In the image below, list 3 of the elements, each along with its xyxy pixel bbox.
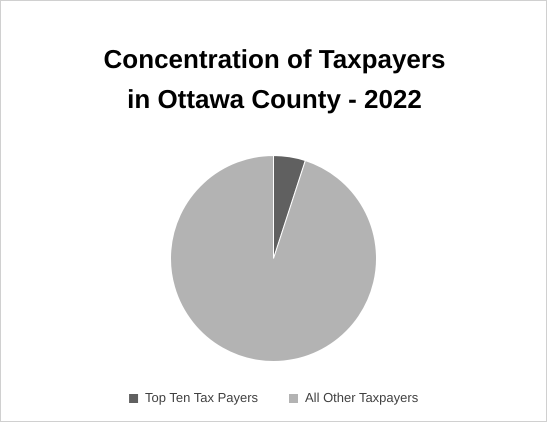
chart-title: Concentration of Taxpayers in Ottawa County - 2022	[102, 43, 446, 116]
legend-label: Top Ten Tax Payers	[145, 390, 259, 406]
legend-label: All Other Taxpayers	[305, 390, 419, 406]
